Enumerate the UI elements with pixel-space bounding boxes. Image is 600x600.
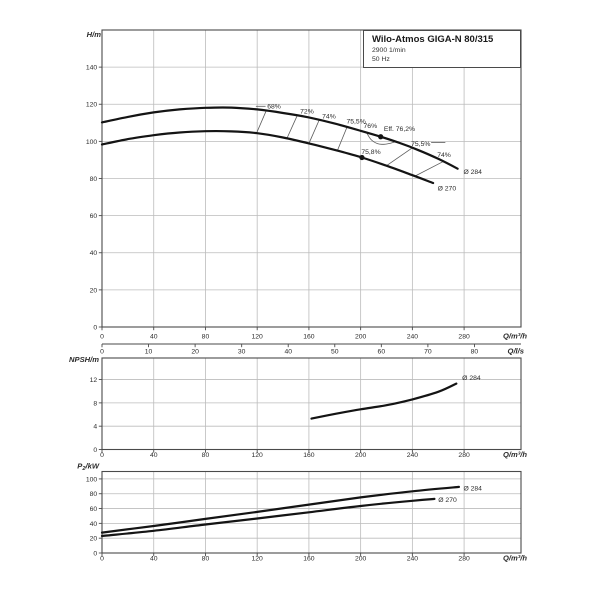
y-tick-label: 40	[90, 521, 98, 528]
lps-tick-label: 0	[100, 349, 104, 356]
efficiency-island-contour	[366, 132, 396, 145]
y-tick-label: 12	[90, 377, 98, 384]
x-tick-label: 160	[303, 334, 315, 341]
lps-tick-label: 10	[145, 349, 153, 356]
y-tick-label: 80	[90, 491, 98, 498]
y-tick-label: 8	[93, 400, 97, 407]
efficiency-label: 72%	[300, 109, 314, 116]
lps-tick-label: 40	[284, 349, 292, 356]
y-tick-label: 120	[86, 102, 98, 109]
x-tick-label: 200	[355, 452, 367, 459]
efficiency-label: 75,5%	[411, 141, 430, 148]
y-axis-unit-label: P2/kW	[77, 462, 100, 473]
impeller-diameter-label: Ø 284	[463, 169, 482, 176]
y-axis-unit-label: H/m	[87, 30, 102, 39]
efficiency-label: 74%	[322, 114, 336, 121]
efficiency-label: 75,5%	[346, 119, 365, 126]
y-tick-label: 100	[86, 476, 98, 483]
y-tick-label: 40	[90, 250, 98, 257]
impeller-diameter-label: Ø 270	[438, 497, 457, 504]
y-tick-label: 0	[93, 324, 97, 331]
lps-tick-label: 80	[471, 349, 479, 356]
x-tick-label: 0	[100, 556, 104, 563]
curve-Ø-284	[100, 106, 459, 170]
x-tick-label: 80	[202, 452, 210, 459]
y-axis-unit-label: NPSH/m	[69, 355, 99, 364]
efficiency-label: 76%	[364, 123, 378, 130]
x-tick-label: 280	[458, 334, 470, 341]
x-tick-label: 0	[100, 334, 104, 341]
impeller-diameter-label: Ø 284	[462, 375, 481, 382]
efficiency-label: 74%	[437, 152, 451, 159]
plot-border	[101, 470, 522, 554]
pump-frequency: 50 Hz	[372, 56, 390, 64]
x-tick-label: 80	[202, 334, 210, 341]
efficiency-label: 75,8%	[361, 149, 380, 156]
x-tick-label: 160	[303, 556, 315, 563]
x-tick-label: 240	[407, 452, 419, 459]
x-tick-label: 40	[150, 452, 158, 459]
efficiency-label: Eff. 76,2%	[384, 126, 415, 133]
iso-efficiency-line	[336, 126, 348, 151]
lps-tick-label: 60	[378, 349, 386, 356]
x-tick-label: 200	[355, 334, 367, 341]
iso-efficiency-line	[386, 147, 413, 167]
iso-efficiency-line	[414, 161, 444, 177]
lps-tick-label: 50	[331, 349, 339, 356]
x-tick-label: 120	[252, 452, 264, 459]
y-tick-label: 0	[93, 447, 97, 454]
lps-axis-unit-label: Q/l/s	[508, 347, 524, 356]
x-axis-unit-label: Q/m³/h	[503, 332, 527, 341]
bep-marker-284	[378, 134, 384, 140]
impeller-diameter-label: Ø 284	[463, 485, 482, 492]
x-tick-label: 200	[355, 556, 367, 563]
y-tick-label: 0	[93, 550, 97, 557]
x-tick-label: 280	[458, 452, 470, 459]
x-tick-label: 0	[100, 452, 104, 459]
y-tick-label: 140	[86, 65, 98, 72]
x-tick-label: 80	[202, 556, 210, 563]
pump-model-title: Wilo-Atmos GIGA-N 80/315	[372, 34, 494, 45]
y-tick-label: 80	[90, 176, 98, 183]
efficiency-label: 68%	[267, 104, 281, 111]
x-tick-label: 40	[150, 334, 158, 341]
lps-tick-label: 20	[191, 349, 199, 356]
chart-npsh: 0 40 80 120 160 200 240 280 0 4 8 12 Q/m³/h NPSH/m Ø 2…	[69, 355, 527, 459]
title-box: Wilo-Atmos GIGA-N 80/315 2900 1/min 50 H…	[363, 30, 521, 68]
x-tick-label: 120	[252, 556, 264, 563]
y-tick-label: 20	[90, 536, 98, 543]
x-tick-label: 120	[252, 334, 264, 341]
x-tick-label: 240	[407, 556, 419, 563]
y-tick-label: 20	[90, 287, 98, 294]
lps-tick-label: 70	[424, 349, 432, 356]
curve-Ø-284	[310, 382, 458, 420]
x-tick-label: 280	[458, 556, 470, 563]
curve-Ø-284	[100, 485, 460, 534]
x-axis-unit-label: Q/m³/h	[503, 450, 527, 459]
curve-Ø-270	[100, 129, 435, 185]
impeller-diameter-label: Ø 270	[438, 185, 457, 192]
x-tick-label: 240	[407, 334, 419, 341]
lps-tick-label: 30	[238, 349, 246, 356]
chart-lps: 0 10 20 30 40 50 60 70 80 Q/l/s	[100, 343, 524, 356]
chart-p2: 0 40 80 120 160 200 240 280 0 20 40 60 80 100 Q/m³/h P2…	[77, 462, 527, 563]
iso-efficiency-line	[308, 119, 320, 144]
iso-efficiency-line	[286, 115, 298, 139]
iso-efficiency-line	[256, 110, 267, 134]
y-tick-label: 4	[93, 424, 97, 431]
y-tick-label: 60	[90, 506, 98, 513]
chart-head: 0 40 80 120 160 200 240 280 0 20 40 60 80 100 120 140 Q/…	[86, 29, 527, 341]
plot-border	[101, 357, 522, 451]
y-tick-label: 60	[90, 213, 98, 220]
x-tick-label: 40	[150, 556, 158, 563]
y-tick-label: 100	[86, 139, 98, 146]
pump-speed: 2900 1/min	[372, 46, 406, 54]
curve-Ø-270	[100, 497, 436, 538]
bep-marker-270	[359, 154, 365, 161]
x-axis-unit-label: Q/m³/h	[503, 554, 527, 563]
x-tick-label: 160	[303, 452, 315, 459]
